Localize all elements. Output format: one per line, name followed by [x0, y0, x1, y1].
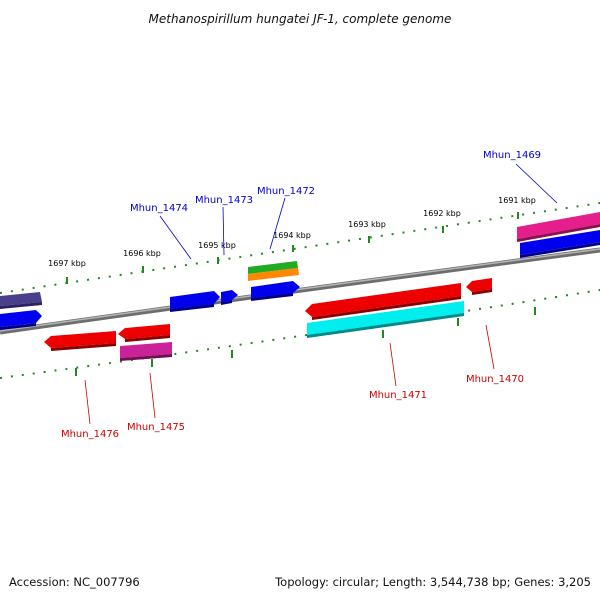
genome-summary-text: Topology: circular; Length: 3,544,738 bp… [274, 575, 591, 589]
accession-text: Accession: NC_007796 [9, 575, 140, 589]
gene-label-mhun-1472[interactable]: Mhun_1472 [257, 186, 315, 197]
gene-feature[interactable] [44, 331, 116, 348]
tick-label: 1693 kbp [348, 220, 386, 229]
gene-label-mhun-1471[interactable]: Mhun_1471 [369, 390, 427, 401]
gene-feature[interactable] [0, 310, 42, 327]
tick-label: 1695 kbp [198, 241, 236, 250]
gene-label-mhun-1474[interactable]: Mhun_1474 [130, 203, 188, 214]
gene-feature[interactable] [248, 261, 298, 274]
gene-feature[interactable] [520, 230, 600, 255]
gene-feature[interactable] [170, 291, 220, 309]
gene-feature[interactable] [307, 301, 464, 335]
tick-label: 1697 kbp [48, 259, 86, 268]
gene-feature[interactable] [248, 268, 299, 281]
gene-feature[interactable] [305, 283, 461, 317]
gene-feature[interactable] [120, 342, 172, 358]
gene-feature[interactable] [118, 324, 170, 339]
map-title: Methanospirillum hungatei JF-1, complete… [149, 12, 452, 26]
gene-feature[interactable] [517, 212, 600, 239]
lower-ruler [0, 289, 600, 379]
tick-label: 1694 kbp [273, 231, 311, 240]
gene-feature[interactable] [466, 278, 492, 292]
gene-label-mhun-1476[interactable]: Mhun_1476 [61, 429, 119, 440]
reverse-genes [44, 278, 492, 361]
gene-feature[interactable] [0, 292, 42, 306]
gene-feature[interactable] [251, 281, 300, 298]
tick-label: 1691 kbp [498, 196, 536, 205]
tick-label: 1696 kbp [123, 249, 161, 258]
gene-feature[interactable] [221, 290, 238, 302]
label-leaders [84, 163, 558, 425]
tick-label: 1692 kbp [423, 209, 461, 218]
forward-genes [0, 212, 600, 330]
gene-label-mhun-1469[interactable]: Mhun_1469 [483, 150, 541, 161]
gene-label-mhun-1470[interactable]: Mhun_1470 [466, 374, 524, 385]
gene-label-mhun-1475[interactable]: Mhun_1475 [127, 422, 185, 433]
gene-label-mhun-1473[interactable]: Mhun_1473 [195, 195, 253, 206]
upper-ruler [0, 202, 600, 294]
genome-backbone [0, 247, 600, 335]
